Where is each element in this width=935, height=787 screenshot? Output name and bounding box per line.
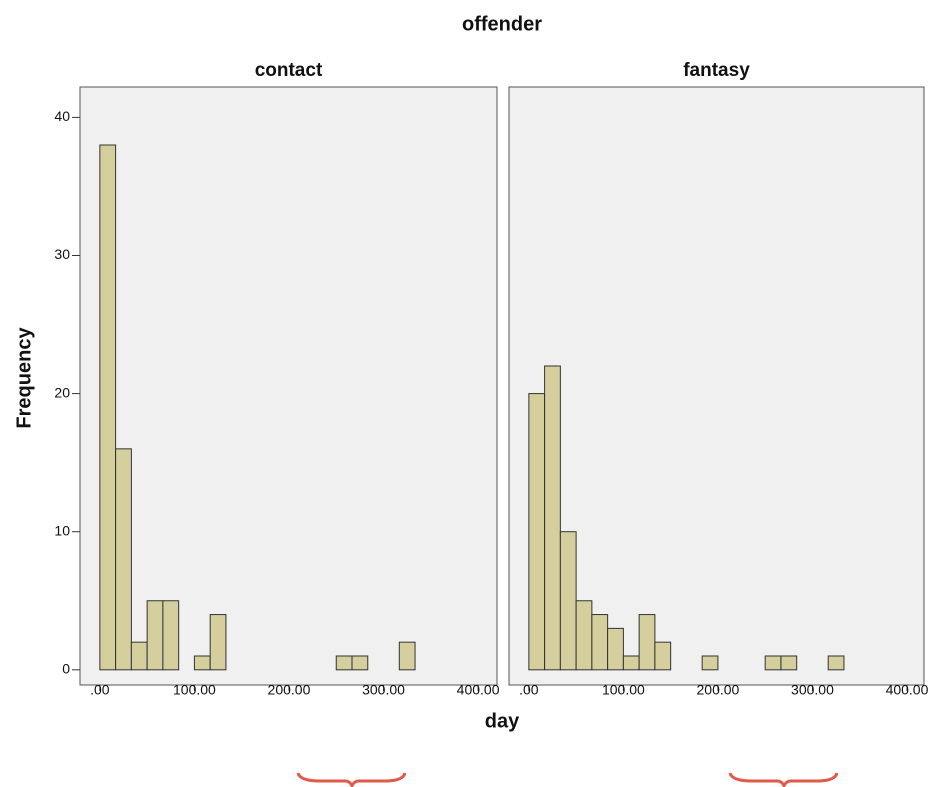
bar	[130, 641, 148, 671]
bar	[607, 627, 624, 671]
x-tick-label: 300.00	[362, 682, 405, 698]
x-tick-label: 200.00	[697, 682, 740, 698]
x-axis-label: day	[485, 710, 520, 732]
bar	[528, 393, 546, 671]
x-tick-label: 100.00	[173, 682, 216, 698]
panel-title: fantasy	[683, 60, 750, 81]
bar	[544, 365, 561, 671]
bar	[351, 655, 369, 671]
x-tick-label: 400.00	[886, 682, 929, 698]
y-tick-label: 10	[54, 522, 70, 538]
panel-title: contact	[255, 60, 323, 81]
bar	[162, 600, 180, 671]
bar	[591, 614, 609, 671]
x-tick-label: 200.00	[268, 682, 311, 698]
chart-title: offender	[462, 13, 542, 35]
x-tick-label: 300.00	[791, 682, 834, 698]
panel	[79, 86, 498, 686]
bar	[654, 641, 672, 671]
bar	[638, 614, 656, 671]
y-axis-label: Frequency	[13, 327, 35, 429]
bar	[335, 655, 353, 671]
y-tick-label: 30	[54, 246, 70, 262]
bracket	[296, 772, 407, 787]
x-tick-label: .00	[90, 682, 110, 698]
x-tick-label: 100.00	[602, 682, 645, 698]
bracket	[728, 772, 839, 787]
bar	[764, 655, 782, 671]
bar	[193, 655, 211, 671]
y-tick-label: 20	[54, 384, 70, 400]
panel	[508, 86, 925, 686]
x-tick-label: .00	[519, 682, 539, 698]
bar	[209, 614, 227, 671]
bar	[780, 655, 798, 671]
bar	[559, 531, 577, 671]
bar	[701, 655, 719, 671]
bar	[622, 655, 640, 671]
bar	[99, 144, 117, 671]
bar	[575, 600, 593, 671]
bar	[827, 655, 845, 671]
x-tick-label: 400.00	[457, 682, 500, 698]
bar	[146, 600, 164, 671]
bar	[398, 641, 416, 671]
y-tick-label: 0	[62, 661, 70, 677]
y-tick-label: 40	[54, 108, 70, 124]
bar	[115, 448, 132, 671]
